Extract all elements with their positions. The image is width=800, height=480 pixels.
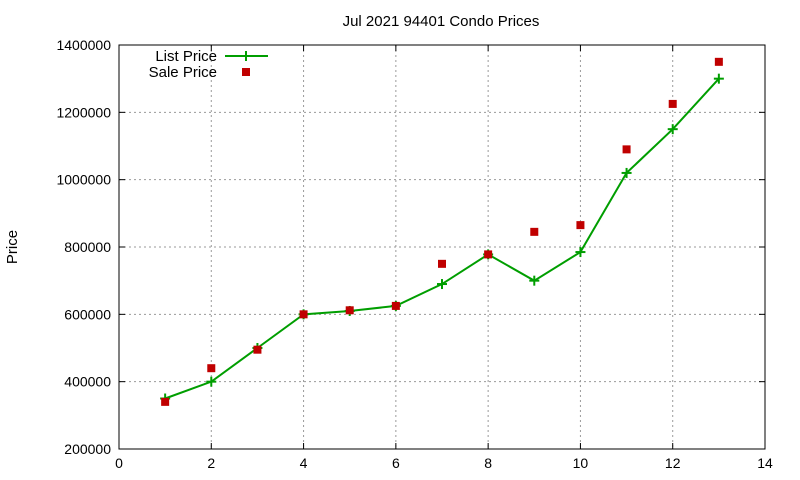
list-price-point: [529, 275, 540, 286]
y-tick-label: 200000: [64, 441, 111, 457]
x-tick-label: 14: [757, 455, 773, 471]
sale-price-point: [161, 397, 170, 406]
y-tick-label: 400000: [64, 374, 111, 390]
y-tick-label: 1200000: [56, 104, 111, 120]
series-layer: [160, 57, 724, 406]
sale-price-point: [714, 57, 723, 66]
x-tick-label: 4: [300, 455, 308, 471]
sale-price-point: [345, 306, 354, 315]
list-price-point: [621, 167, 632, 178]
sale-price-point: [207, 364, 216, 373]
sale-price-point: [391, 301, 400, 310]
sale-price-point: [253, 345, 262, 354]
y-tick-label: 800000: [64, 239, 111, 255]
legend-label-list-price: List Price: [155, 48, 217, 65]
axis-ticks: 0 2 4 6 8 10 12 14 200000 400000 600000 800000 10000…: [56, 37, 773, 471]
sale-price-point: [530, 227, 539, 236]
y-axis-label: Price: [4, 230, 21, 264]
x-tick-label: 2: [207, 455, 215, 471]
y-tick-label: 1000000: [56, 172, 111, 188]
y-tick-label: 1400000: [56, 37, 111, 53]
sale-price-point: [622, 145, 631, 154]
x-tick-label: 10: [573, 455, 589, 471]
sale-price-point: [484, 250, 493, 259]
x-tick-label: 6: [392, 455, 400, 471]
grid-lines: [119, 45, 765, 449]
y-tick-label: 600000: [64, 306, 111, 322]
list-price-point: [667, 124, 678, 135]
x-tick-label: 8: [484, 455, 492, 471]
x-tick-label: 12: [665, 455, 681, 471]
sale-price-point: [576, 221, 585, 230]
legend-label-sale-price: Sale Price: [149, 64, 217, 81]
chart-title: Jul 2021 94401 Condo Prices: [343, 13, 540, 30]
list-price-point: [437, 279, 447, 290]
x-tick-label: 0: [115, 455, 123, 471]
list-price-point: [575, 247, 586, 258]
sale-price-point: [299, 310, 308, 319]
list-price-point: [206, 376, 217, 387]
list-price-point: [713, 73, 724, 84]
list-price-line: [164, 77, 720, 400]
sale-price-point: [668, 99, 677, 108]
legend-swatch-sale-price: [242, 68, 250, 76]
plot-frame: [118, 44, 766, 450]
sale-price-point: [438, 259, 446, 268]
